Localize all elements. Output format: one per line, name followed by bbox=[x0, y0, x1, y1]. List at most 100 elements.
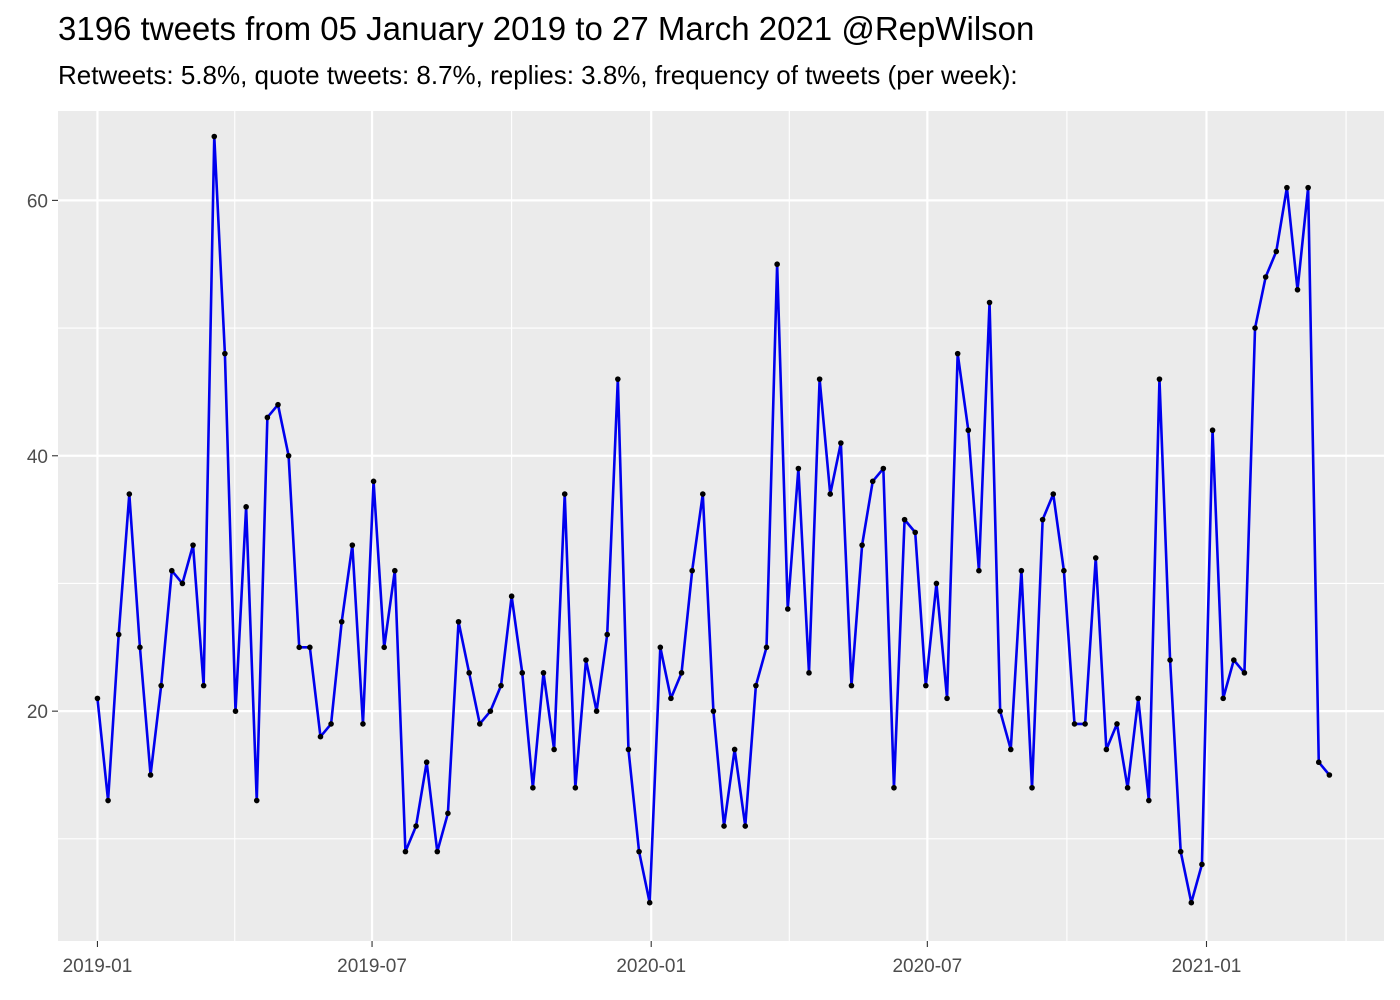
data-point bbox=[986, 299, 993, 306]
data-point bbox=[933, 580, 940, 587]
data-point bbox=[190, 542, 196, 548]
data-point bbox=[625, 746, 632, 753]
data-point bbox=[1061, 567, 1067, 574]
y-axis: 20 40 60 bbox=[27, 191, 58, 723]
data-point bbox=[668, 695, 674, 702]
data-point bbox=[381, 644, 387, 651]
data-point bbox=[434, 848, 441, 855]
data-point bbox=[1241, 670, 1248, 676]
data-point bbox=[891, 784, 897, 791]
data-point bbox=[211, 133, 218, 140]
data-point bbox=[689, 567, 695, 574]
data-point bbox=[880, 465, 887, 472]
data-point bbox=[1082, 721, 1088, 727]
data-point bbox=[179, 580, 186, 587]
data-point bbox=[742, 823, 749, 829]
data-point bbox=[126, 491, 133, 497]
x-axis: 2019-01 2019-07 2020-01 2020-07 2021-01 bbox=[63, 941, 1242, 977]
data-point bbox=[1326, 772, 1333, 778]
data-point bbox=[1284, 184, 1290, 191]
x-tick-label: 2019-01 bbox=[63, 956, 133, 977]
data-point bbox=[721, 823, 727, 829]
data-point bbox=[243, 504, 249, 510]
data-point bbox=[795, 465, 802, 472]
data-point bbox=[115, 631, 122, 638]
data-point bbox=[1177, 848, 1184, 855]
data-point bbox=[232, 708, 239, 714]
data-point bbox=[296, 644, 303, 651]
data-point bbox=[646, 899, 653, 906]
data-point bbox=[222, 350, 228, 357]
data-point bbox=[328, 721, 334, 727]
data-point bbox=[784, 606, 791, 612]
data-point bbox=[487, 708, 494, 714]
data-point bbox=[827, 491, 834, 497]
data-point bbox=[423, 759, 430, 766]
x-tick-label: 2020-01 bbox=[616, 956, 686, 977]
data-point bbox=[965, 427, 972, 434]
data-point bbox=[615, 376, 621, 382]
data-point bbox=[1167, 657, 1173, 663]
data-point bbox=[1305, 184, 1311, 191]
data-point bbox=[1146, 797, 1152, 804]
data-point bbox=[338, 618, 345, 625]
data-point bbox=[731, 746, 738, 753]
data-point bbox=[657, 644, 664, 651]
data-point bbox=[307, 644, 313, 651]
data-point bbox=[572, 784, 579, 791]
data-point bbox=[1092, 555, 1099, 561]
data-point bbox=[466, 670, 472, 676]
data-point bbox=[1071, 721, 1078, 727]
data-point bbox=[997, 708, 1003, 714]
data-point bbox=[392, 567, 398, 574]
data-point bbox=[540, 670, 547, 676]
data-point bbox=[1156, 376, 1163, 382]
data-point bbox=[168, 567, 175, 574]
data-point bbox=[1114, 721, 1120, 727]
data-point bbox=[1315, 759, 1322, 766]
data-point bbox=[519, 670, 526, 676]
data-point bbox=[275, 401, 281, 408]
data-point bbox=[370, 478, 377, 485]
data-point bbox=[912, 529, 918, 536]
data-point bbox=[593, 708, 600, 714]
data-point bbox=[498, 682, 504, 689]
data-point bbox=[583, 657, 589, 663]
y-tick-label: 40 bbox=[27, 447, 48, 468]
data-point bbox=[147, 772, 154, 778]
data-point bbox=[551, 746, 557, 753]
chart-subtitle: Retweets: 5.8%, quote tweets: 8.7%, repl… bbox=[58, 60, 1018, 90]
data-point bbox=[1188, 899, 1195, 906]
data-point bbox=[1018, 567, 1025, 574]
data-point bbox=[1199, 861, 1205, 868]
data-point bbox=[848, 682, 855, 689]
data-point bbox=[1294, 286, 1301, 293]
data-point bbox=[1050, 491, 1057, 497]
data-point bbox=[1252, 325, 1258, 331]
data-point bbox=[1273, 248, 1280, 255]
major-gridlines bbox=[58, 111, 1384, 941]
data-point bbox=[1231, 657, 1237, 663]
data-point bbox=[253, 797, 260, 804]
data-point bbox=[137, 644, 143, 651]
x-tick-label: 2021-01 bbox=[1172, 956, 1242, 977]
data-point bbox=[806, 670, 812, 676]
data-point bbox=[476, 721, 483, 727]
data-point bbox=[859, 542, 865, 548]
data-point bbox=[1103, 746, 1110, 753]
data-point bbox=[636, 848, 642, 855]
data-point bbox=[944, 695, 950, 702]
data-point bbox=[838, 440, 844, 446]
data-point bbox=[445, 810, 451, 817]
series-tweets-per-week bbox=[94, 133, 1333, 906]
x-tick-label: 2019-07 bbox=[337, 956, 407, 977]
minor-gridlines bbox=[58, 111, 1384, 941]
data-point bbox=[402, 848, 409, 855]
data-point bbox=[561, 491, 568, 497]
data-point bbox=[1124, 784, 1131, 791]
y-tick-label: 20 bbox=[27, 702, 48, 723]
data-point bbox=[200, 682, 207, 689]
data-point bbox=[105, 797, 111, 804]
data-point bbox=[285, 452, 292, 459]
